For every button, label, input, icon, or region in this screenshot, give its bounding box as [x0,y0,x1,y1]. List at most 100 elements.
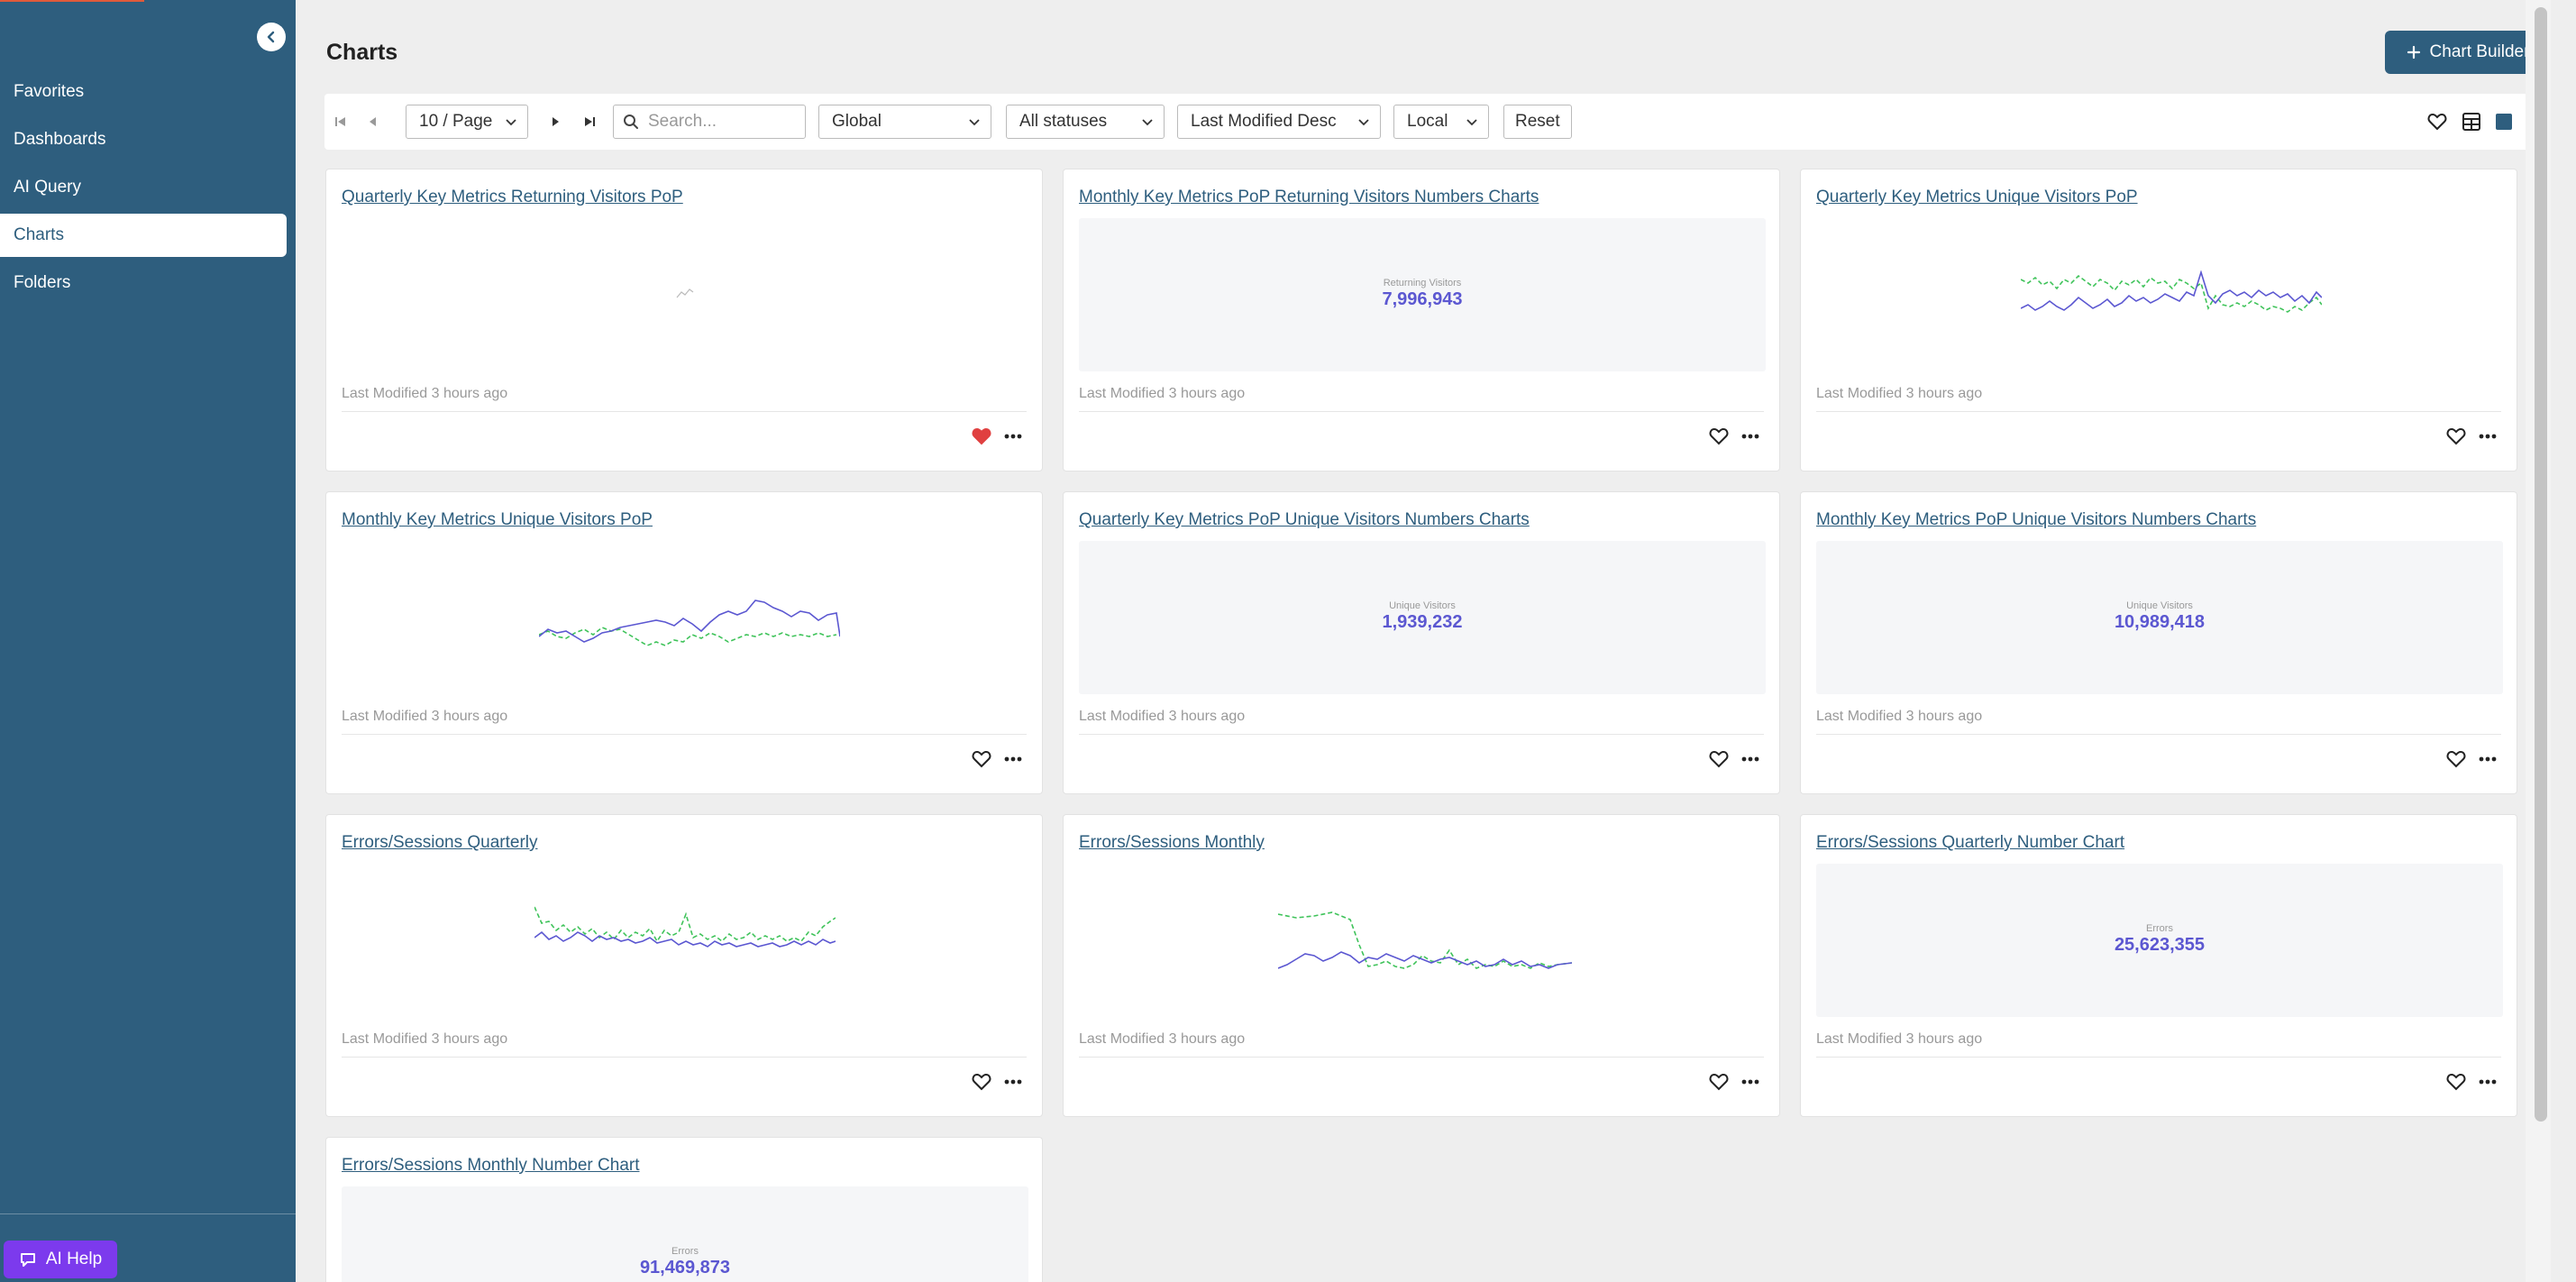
collapse-sidebar-button[interactable] [257,23,286,51]
heart-icon[interactable] [1709,750,1729,768]
card-divider [1079,734,1764,735]
number-chart-label: Errors [671,1246,699,1257]
more-icon[interactable] [2479,756,2497,762]
page-size-select[interactable]: 10 / Page [406,105,528,139]
scrollbar-track[interactable] [2526,0,2551,1282]
ai-help-button[interactable]: AI Help [4,1241,117,1278]
heart-icon[interactable] [2446,1073,2466,1091]
series-primary-line [534,930,836,948]
number-chart-thumbnail: Unique Visitors 10,989,418 [1816,541,2503,694]
first-page-button[interactable] [328,105,353,139]
chart-card[interactable]: Monthly Key Metrics PoP Returning Visito… [1063,169,1780,472]
reset-button[interactable]: Reset [1503,105,1572,139]
sidebar-item-favorites[interactable]: Favorites [0,70,287,114]
chart-card-title[interactable]: Quarterly Key Metrics PoP Unique Visitor… [1079,510,1530,529]
last-page-icon [585,117,595,126]
chart-card[interactable]: Errors/Sessions Quarterly Number Chart E… [1800,814,2517,1117]
card-actions [972,1073,1022,1091]
scope-select[interactable]: Global [818,105,991,139]
heart-icon[interactable] [1709,427,1729,445]
status-select[interactable]: All statuses [1006,105,1165,139]
ai-help-label: AI Help [45,1250,103,1268]
search-input[interactable]: Search... [613,105,806,139]
status-value: All statuses [1019,112,1108,131]
card-actions [2446,750,2497,768]
card-actions [2446,427,2497,445]
filter-toolbar: 10 / Page Search... Global All statuses … [324,94,2551,150]
sidebar-item-dashboards[interactable]: Dashboards [0,118,287,161]
next-page-button[interactable] [543,105,568,139]
chart-card[interactable]: Monthly Key Metrics PoP Unique Visitors … [1800,491,2517,794]
heart-icon[interactable] [972,1073,991,1091]
more-icon[interactable] [1004,434,1022,439]
more-icon[interactable] [2479,434,2497,439]
chart-card-title[interactable]: Errors/Sessions Quarterly Number Chart [1816,833,2125,852]
chart-card[interactable]: Quarterly Key Metrics PoP Unique Visitor… [1063,491,1780,794]
card-actions [2446,1073,2497,1091]
last-page-button[interactable] [577,105,602,139]
heart-icon[interactable] [972,750,991,768]
card-divider [342,411,1027,412]
number-chart-value: 10,989,418 [2114,612,2206,632]
sidebar-item-charts[interactable]: Charts [0,214,287,257]
more-icon[interactable] [1004,1079,1022,1085]
line-chart [2021,270,2322,313]
chart-card-title[interactable]: Errors/Sessions Quarterly [342,833,538,852]
last-modified-text: Last Modified 3 hours ago [1816,709,1983,724]
series-primary-line [1278,951,1572,969]
series-compare-line [1278,911,1572,969]
sort-value: Last Modified Desc [1191,112,1337,131]
more-icon[interactable] [2479,1079,2497,1085]
chart-card[interactable]: Quarterly Key Metrics Returning Visitors… [325,169,1043,472]
number-chart-label: Returning Visitors [1383,278,1462,288]
heart-icon[interactable] [2446,750,2466,768]
sidebar-item-label: Charts [14,225,64,244]
card-divider [342,1057,1027,1058]
chart-card-title[interactable]: Monthly Key Metrics PoP Unique Visitors … [1816,510,2257,529]
chart-card[interactable]: Errors/Sessions Monthly Last Modified 3 … [1063,814,1780,1117]
sidebar-item-ai-query[interactable]: AI Query [0,166,287,209]
prev-page-button[interactable] [361,105,386,139]
number-chart-thumbnail: Errors 91,469,873 [342,1186,1028,1282]
number-chart-label: Unique Visitors [2126,600,2193,611]
series-compare-line [534,906,836,943]
more-icon[interactable] [1741,434,1759,439]
chevron-down-icon [1466,119,1477,126]
chart-card[interactable]: Monthly Key Metrics Unique Visitors PoP … [325,491,1043,794]
chart-card[interactable]: Quarterly Key Metrics Unique Visitors Po… [1800,169,2517,472]
main-content: Charts Chart Builder 10 / Page Search...… [296,0,2551,1282]
chart-card-title[interactable]: Monthly Key Metrics Unique Visitors PoP [342,510,653,529]
chart-card-title[interactable]: Monthly Key Metrics PoP Returning Visito… [1079,188,1539,206]
heart-icon[interactable] [972,427,991,445]
favorites-filter-button[interactable] [2425,105,2450,139]
chart-card[interactable]: Errors/Sessions Quarterly Last Modified … [325,814,1043,1117]
more-icon[interactable] [1741,1079,1759,1085]
more-icon[interactable] [1741,756,1759,762]
chart-card-title[interactable]: Quarterly Key Metrics Unique Visitors Po… [1816,188,2138,206]
number-chart-value: 7,996,943 [1382,289,1463,309]
heart-icon [2427,113,2447,131]
last-modified-text: Last Modified 3 hours ago [1079,709,1246,724]
line-chart [539,600,840,646]
scrollbar-thumb[interactable] [2535,7,2547,1122]
heart-icon[interactable] [1709,1073,1729,1091]
chart-builder-button[interactable]: Chart Builder [2385,31,2551,74]
chart-card[interactable]: Errors/Sessions Monthly Number Chart Err… [325,1137,1043,1282]
more-icon[interactable] [1004,756,1022,762]
number-chart-value: 1,939,232 [1382,612,1463,632]
chart-card-title[interactable]: Quarterly Key Metrics Returning Visitors… [342,188,683,206]
number-chart-label: Unique Visitors [1389,600,1456,611]
timezone-select[interactable]: Local [1393,105,1489,139]
scope-value: Global [832,112,882,131]
last-modified-text: Last Modified 3 hours ago [342,709,508,724]
chart-card-title[interactable]: Errors/Sessions Monthly [1079,833,1265,852]
sidebar-item-folders[interactable]: Folders [0,261,287,305]
chart-card-title[interactable]: Errors/Sessions Monthly Number Chart [342,1156,640,1175]
series-compare-line [539,627,837,646]
sort-select[interactable]: Last Modified Desc [1177,105,1381,139]
grid-view-button[interactable] [2491,105,2517,139]
line-chart-thumbnail [1079,864,1766,1017]
heart-icon[interactable] [2446,427,2466,445]
number-chart-thumbnail: Errors 25,623,355 [1816,864,2503,1017]
table-view-button[interactable] [2459,105,2484,139]
